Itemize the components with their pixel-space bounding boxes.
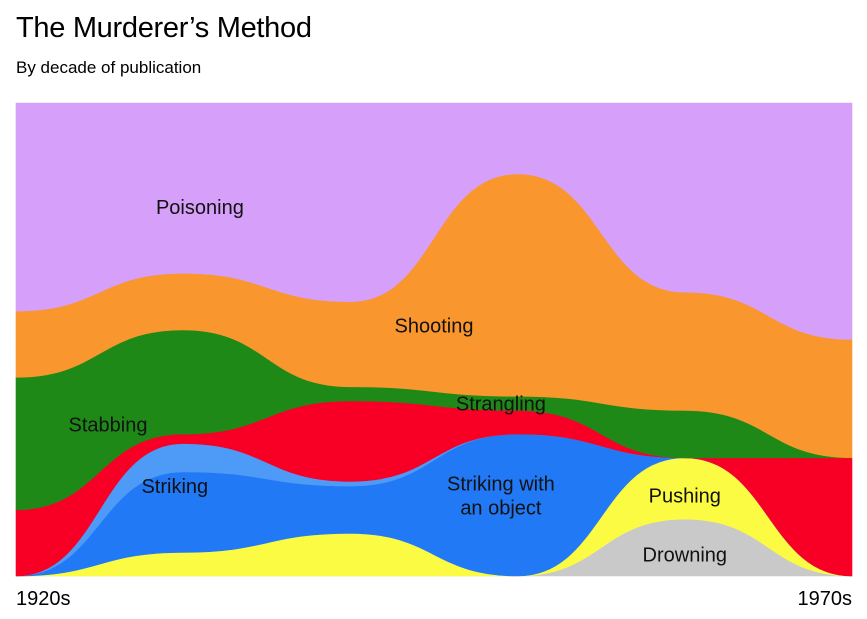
x-axis-ticks: 1920s 1970s [16,588,852,610]
chart-title: The Murderer’s Method [16,12,312,44]
label-stabbing: Stabbing [69,415,148,437]
label-pushing: Pushing [649,486,721,508]
label-strangling: Strangling [456,393,546,415]
area-poisoning [15,102,853,340]
chart-subtitle: By decade of publication [16,58,202,77]
label-line: Striking with [447,474,555,496]
x-tick-label-start: 1920s [16,588,71,610]
label-drowning: Drowning [643,545,727,567]
label-poisoning: Poisoning [156,197,244,219]
label-line: an object [460,498,542,520]
label-striking: Striking [141,476,208,498]
label-striking-with-an-object: Striking with an object [447,474,555,520]
series-labels-group: Poisoning Shooting Stabbing Strangling Strik… [69,197,728,567]
label-shooting: Shooting [395,315,474,337]
area-series-group [15,102,853,577]
x-tick-label-end: 1970s [798,588,853,610]
